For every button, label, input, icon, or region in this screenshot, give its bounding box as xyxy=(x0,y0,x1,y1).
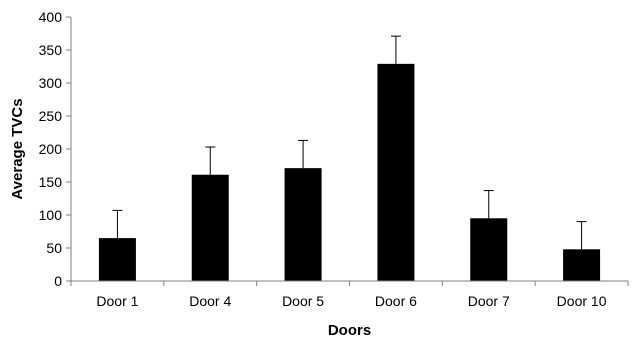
y-tick-label: 0 xyxy=(54,273,62,289)
x-tick-label: Door 6 xyxy=(375,293,417,309)
bar xyxy=(284,168,322,281)
x-tick-label: Door 7 xyxy=(468,293,510,309)
bars xyxy=(98,63,601,281)
x-tick-label: Door 1 xyxy=(96,293,138,309)
y-axis-title: Average TVCs xyxy=(9,98,26,199)
error-bars xyxy=(112,35,587,250)
y-tick-label: 250 xyxy=(39,108,63,124)
x-tick-label: Door 10 xyxy=(557,293,607,309)
y-tick-label: 200 xyxy=(39,141,63,157)
y-tick-label: 100 xyxy=(39,207,63,223)
bar xyxy=(98,238,136,281)
bar xyxy=(563,249,601,281)
y-tick-label: 400 xyxy=(39,9,63,25)
y-tick-label: 300 xyxy=(39,75,63,91)
x-axis-ticks: Door 1 Door 4 Door 5 Door 6 Door 7 Door 10 xyxy=(70,281,629,309)
y-tick-label: 150 xyxy=(39,174,63,190)
x-tick-label: Door 4 xyxy=(189,293,231,309)
y-tick-label: 50 xyxy=(46,240,62,256)
x-tick-label: Door 5 xyxy=(282,293,324,309)
bar xyxy=(191,174,229,281)
y-axis-ticks: 0 50 100 150 200 250 300 350 400 xyxy=(39,9,71,289)
y-tick-label: 350 xyxy=(39,42,63,58)
bar xyxy=(377,63,415,281)
x-axis-title: Doors xyxy=(328,322,371,339)
bar xyxy=(470,218,508,281)
